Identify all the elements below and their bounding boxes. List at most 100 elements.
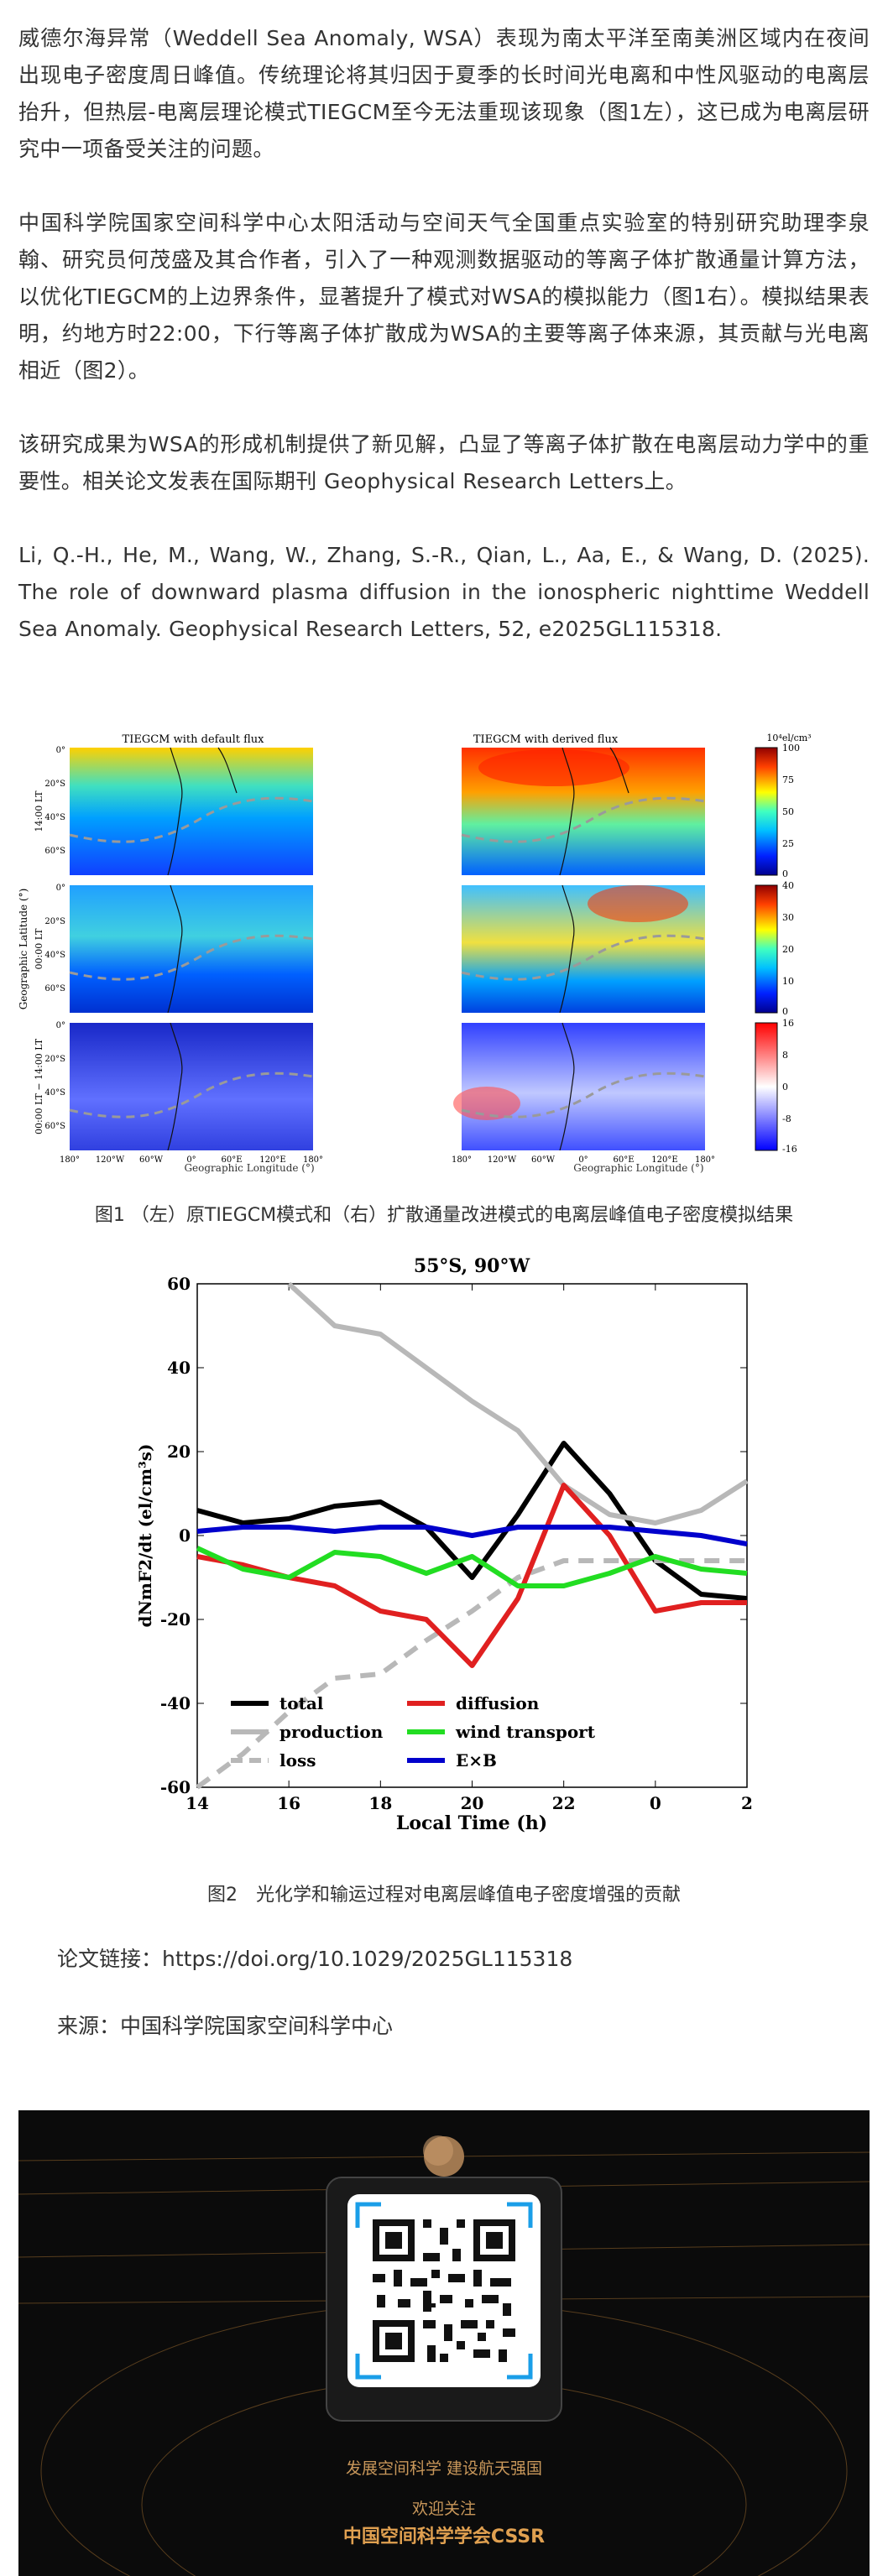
lat-tick: 20°S xyxy=(44,917,65,926)
y-tick-label: 0 xyxy=(179,1525,191,1546)
lat-tick: 40°S xyxy=(44,813,65,822)
figure-1-maps: TIEGCM with default flux TIEGCM with der… xyxy=(18,733,812,1165)
lat-tick: 20°S xyxy=(44,1055,65,1064)
footer-banner: 发展空间科学 建设航天强国 欢迎关注 中国空间科学学会CSSR xyxy=(18,2110,870,2576)
figure-1: TIEGCM with default flux TIEGCM with der… xyxy=(17,709,831,1165)
y-tick-label: -60 xyxy=(160,1777,191,1797)
series-line-loss xyxy=(196,1558,747,1790)
row-label-0000: 00:00 LT xyxy=(34,928,44,970)
x-tick-label: 2 xyxy=(741,1793,753,1813)
lon-tick: 0° xyxy=(186,1155,196,1162)
footer-follow: 欢迎关注 xyxy=(411,2500,476,2518)
cbar2-tick-3: 10 xyxy=(782,976,794,987)
map-derived-diff xyxy=(462,1023,705,1150)
lat-tick: 60°S xyxy=(44,847,65,856)
reference-citation: Li, Q.-H., He, M., Wang, W., Zhang, S.-R… xyxy=(18,543,870,641)
lon-tick: 120°W xyxy=(96,1155,125,1162)
colorbar-2 xyxy=(755,884,778,1014)
cbar3-tick-3: -8 xyxy=(782,1113,791,1124)
cbar2-tick-2: 20 xyxy=(782,944,794,955)
lon-tick: 180° xyxy=(303,1155,323,1162)
figure-2-chart: 55°S, 90°W Local Time (h) dNmF2/dt (el/c… xyxy=(135,1255,753,1834)
y-tick-label: 60 xyxy=(167,1274,191,1294)
chart-xlabel: Local Time (h) xyxy=(396,1812,547,1834)
lat-tick: 0° xyxy=(56,746,65,755)
map-default-0000 xyxy=(70,885,313,1013)
x-tick-label: 18 xyxy=(368,1793,392,1813)
fig1-ylabel: Geographic Latitude (°) xyxy=(18,889,29,1010)
cbar3-tick-0: 16 xyxy=(782,1018,794,1029)
lon-tick: 180° xyxy=(60,1155,80,1162)
x-tick-label: 16 xyxy=(277,1793,300,1813)
fig1-unit: 10⁴el/cm³ xyxy=(766,733,811,743)
x-tick-label: 22 xyxy=(552,1793,576,1813)
coastlines xyxy=(167,747,629,1151)
intro-paragraph: 威德尔海异常（Weddell Sea Anomaly, WSA）表现为南太平洋至… xyxy=(18,26,870,161)
series-line-production xyxy=(287,1281,749,1525)
lon-tick: 120°W xyxy=(488,1155,517,1162)
lat-tick: 0° xyxy=(56,1021,65,1030)
legend-label: loss xyxy=(279,1750,316,1770)
y-tick-label: 20 xyxy=(167,1442,191,1462)
lat-tick: 40°S xyxy=(44,951,65,960)
cbar1-tick-1: 75 xyxy=(782,774,794,785)
legend-label: total xyxy=(279,1693,324,1713)
qr-code[interactable] xyxy=(347,2194,541,2387)
legend-label: E×B xyxy=(456,1750,497,1770)
lon-tick: 60°W xyxy=(139,1155,164,1162)
lon-tick: 60°E xyxy=(613,1155,634,1162)
lat-tick: 40°S xyxy=(44,1088,65,1098)
series-line-e-b xyxy=(196,1525,748,1546)
chart-title: 55°S, 90°W xyxy=(414,1255,530,1277)
cbar3-tick-1: 8 xyxy=(782,1050,788,1061)
legend-label: diffusion xyxy=(456,1693,540,1713)
cbar1-tick-4: 0 xyxy=(782,868,788,879)
research-paragraph: 中国科学院国家空间科学中心太阳活动与空间天气全国重点实验室的特别研究助理李泉翰、… xyxy=(18,211,870,383)
cbar1-tick-3: 25 xyxy=(782,838,794,849)
cbar2-tick-4: 0 xyxy=(782,1006,788,1017)
row-label-diff: 00:00 LT − 14:00 LT xyxy=(34,1038,44,1134)
footer-slogan: 发展空间科学 建设航天强国 xyxy=(345,2459,543,2478)
row-label-1400: 14:00 LT xyxy=(34,790,44,832)
fig1-right-title: TIEGCM with derived flux xyxy=(473,733,619,746)
lon-tick: 60°E xyxy=(221,1155,242,1162)
cbar3-tick-4: -16 xyxy=(782,1144,797,1155)
lon-tick: 60°W xyxy=(531,1155,556,1162)
fig1-caption: 图1 （左）原TIEGCM模式和（右）扩散通量改进模式的电离层峰值电子密度模拟结… xyxy=(94,1205,794,1226)
chart-ylabel: dNmF2/dt (el/cm³s) xyxy=(135,1444,155,1628)
figure-2: 55°S, 90°W Local Time (h) dNmF2/dt (el/c… xyxy=(126,1250,764,1838)
cbar1-tick-0: 100 xyxy=(782,743,800,754)
colorbar-1 xyxy=(755,747,778,876)
x-tick-label: 14 xyxy=(185,1793,209,1813)
lat-tick: 20°S xyxy=(44,780,65,789)
lat-tick: 0° xyxy=(56,884,65,893)
x-tick-label: 0 xyxy=(650,1793,661,1813)
cbar2-tick-0: 40 xyxy=(782,880,794,891)
source-line: 来源：中国科学院国家空间科学中心 xyxy=(57,2014,394,2038)
legend-label: wind transport xyxy=(455,1722,596,1742)
fig1-xlabel-right: Geographic Longitude (°) xyxy=(573,1162,704,1174)
colorbar-3 xyxy=(755,1022,778,1151)
legend-label: production xyxy=(279,1722,384,1742)
map-default-diff xyxy=(70,1023,313,1150)
fig1-left-title: TIEGCM with default flux xyxy=(123,733,265,746)
lon-tick: 120°E xyxy=(259,1155,285,1162)
x-tick-label: 20 xyxy=(461,1793,484,1813)
fig1-xlabel-left: Geographic Longitude (°) xyxy=(184,1162,315,1174)
series-line-wind-transport xyxy=(196,1546,748,1588)
y-tick-label: -20 xyxy=(160,1609,191,1630)
footer-org-name: 中国空间科学学会CSSR xyxy=(342,2526,546,2547)
lon-tick: 0° xyxy=(578,1155,588,1162)
y-tick-label: 40 xyxy=(167,1358,191,1378)
cbar2-tick-1: 30 xyxy=(782,912,794,923)
cbar3-tick-2: 0 xyxy=(782,1082,788,1092)
lat-tick: 60°S xyxy=(44,1122,65,1131)
lon-tick: 180° xyxy=(452,1155,472,1162)
significance-paragraph: 该研究成果为WSA的形成机制提供了新见解，凸显了等离子体扩散在电离层动力学中的重… xyxy=(18,432,870,493)
paper-link[interactable]: 论文链接：https://doi.org/10.1029/2025GL11531… xyxy=(57,1947,573,1971)
fig2-caption: 图2 光化学和输运过程对电离层峰值电子密度增强的贡献 xyxy=(207,1885,681,1906)
map-default-1400 xyxy=(70,748,313,875)
magnetic-equator-curves xyxy=(69,796,706,1119)
y-tick-label: -40 xyxy=(160,1693,191,1713)
lon-tick: 180° xyxy=(695,1155,715,1162)
